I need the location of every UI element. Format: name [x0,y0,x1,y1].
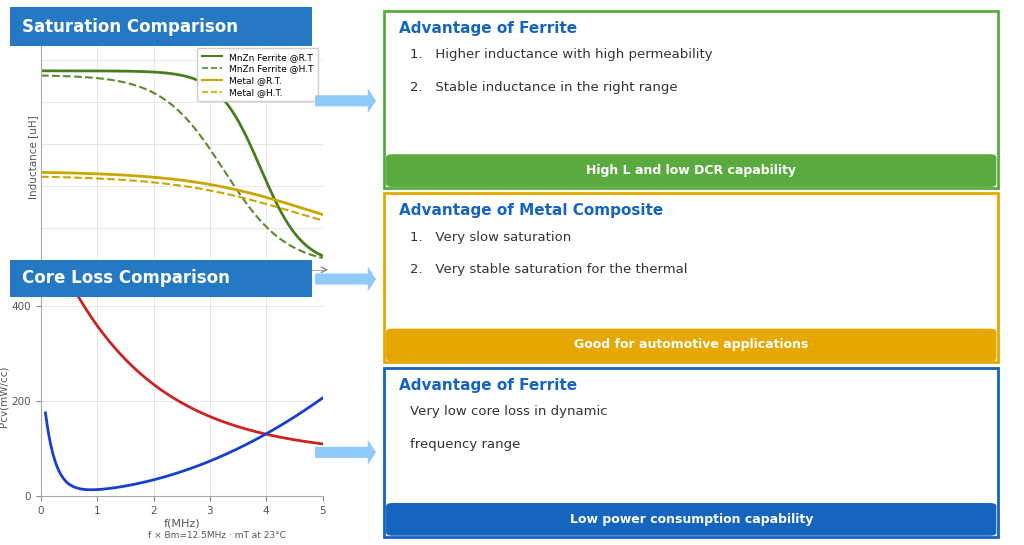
Text: Core Loss Comparison: Core Loss Comparison [23,269,230,288]
Legend: MnZn Ferrite @R.T, MnZn Ferrite @H.T, Metal @R.T., Metal @H.T.: MnZn Ferrite @R.T, MnZn Ferrite @H.T, Me… [198,48,318,101]
Text: 2.   Stable inductance in the right range: 2. Stable inductance in the right range [410,81,677,94]
Y-axis label: Inductance [uH]: Inductance [uH] [29,115,38,198]
Text: Advantage of Metal Composite: Advantage of Metal Composite [399,203,664,219]
Text: 1.   Very slow saturation: 1. Very slow saturation [410,231,570,244]
FancyBboxPatch shape [386,329,996,361]
X-axis label: f(MHz): f(MHz) [164,518,200,529]
FancyBboxPatch shape [384,368,998,537]
Text: High L and low DCR capability: High L and low DCR capability [586,164,797,177]
Text: Good for automotive applications: Good for automotive applications [574,338,808,352]
FancyBboxPatch shape [386,154,996,187]
Text: 1.   Higher inductance with high permeability: 1. Higher inductance with high permeabil… [410,48,713,61]
Y-axis label: Pcv(mW/cc): Pcv(mW/cc) [0,366,9,427]
Text: f × Bm=12.5MHz · mT at 23°C: f × Bm=12.5MHz · mT at 23°C [148,531,286,540]
Text: Advantage of Ferrite: Advantage of Ferrite [399,21,578,36]
FancyBboxPatch shape [384,11,998,188]
Text: Very low core loss in dynamic: Very low core loss in dynamic [410,405,607,418]
X-axis label: Idc [A]: Idc [A] [164,272,200,282]
FancyBboxPatch shape [386,503,996,536]
Text: 2.   Very stable saturation for the thermal: 2. Very stable saturation for the therma… [410,263,687,276]
Text: Low power consumption capability: Low power consumption capability [569,513,813,526]
Text: frequency range: frequency range [410,438,520,451]
Text: Advantage of Ferrite: Advantage of Ferrite [399,378,578,393]
Text: Saturation Comparison: Saturation Comparison [23,17,239,36]
FancyBboxPatch shape [384,193,998,362]
